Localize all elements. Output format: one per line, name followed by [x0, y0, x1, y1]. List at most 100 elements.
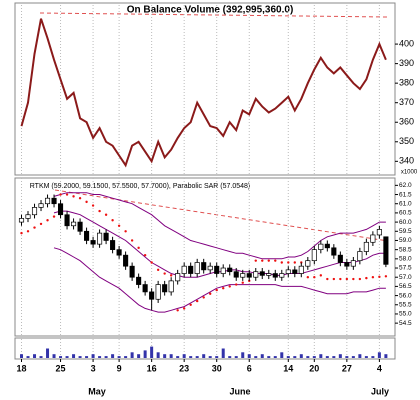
candle-body: [253, 271, 259, 278]
volume-bar: [273, 356, 277, 358]
sar-dot: [78, 197, 82, 200]
candle-body: [227, 267, 233, 273]
sar-dot: [20, 231, 23, 235]
sar-dot: [143, 253, 147, 257]
candle-body: [149, 291, 155, 300]
candle-body: [259, 271, 265, 276]
volume-bar: [247, 354, 251, 358]
candle-body: [266, 273, 272, 276]
volume-bar: [221, 348, 225, 358]
sar-dot: [287, 261, 290, 264]
candle-body: [220, 267, 226, 274]
candle-body: [370, 234, 376, 243]
candle-body: [311, 249, 317, 262]
month-label: June: [229, 386, 250, 396]
sar-dot: [33, 226, 36, 229]
sar-dot: [104, 213, 108, 216]
candle-body: [233, 271, 239, 278]
volume-bar: [312, 356, 316, 358]
candle-body: [38, 203, 44, 208]
sar-dot: [189, 303, 192, 306]
y-tick-label: 60.5: [399, 210, 412, 217]
candle-body: [57, 203, 64, 216]
candle-body: [110, 240, 116, 251]
sar-dot: [163, 272, 166, 275]
y-tick-label: 350: [399, 136, 414, 146]
sar-dot: [169, 274, 173, 277]
y-tick-label: 340: [399, 156, 414, 166]
volume-bar: [195, 356, 199, 358]
y-tick-label: 56.0: [399, 292, 412, 299]
candle-body: [285, 269, 291, 274]
y-tick-label: 55.0: [399, 311, 412, 318]
x-tick-label: 20: [309, 363, 319, 373]
volume-bar: [156, 352, 160, 358]
volume-bar: [319, 354, 323, 358]
volume-bar: [176, 356, 180, 358]
sar-dot: [365, 276, 368, 280]
y-tick-label: 360: [399, 117, 414, 127]
volume-bar: [111, 354, 115, 358]
volume-bar: [137, 354, 141, 358]
sar-dot: [306, 276, 310, 279]
volume-panel: [14, 337, 396, 360]
month-label: May: [88, 386, 106, 396]
volume-bar: [26, 356, 30, 358]
y-tick-label: 61.5: [399, 191, 412, 198]
sar-dot: [352, 277, 355, 281]
volume-bar: [234, 356, 238, 358]
sar-dot: [358, 277, 362, 281]
sar-dot: [254, 259, 257, 262]
candle-body: [201, 262, 207, 271]
candle-body: [318, 243, 324, 251]
x-tick-label: 6: [247, 363, 252, 373]
sar-dot: [345, 277, 349, 281]
candle-body: [344, 262, 350, 267]
sar-dot: [176, 309, 179, 312]
sar-dot: [130, 239, 134, 242]
volume-bar: [325, 356, 329, 358]
sar-dot: [235, 283, 238, 286]
sar-dot: [384, 275, 388, 278]
sar-dot: [209, 292, 212, 295]
obv-panel: [14, 2, 396, 176]
candle-body: [292, 269, 298, 274]
y-tick-label: 60.0: [399, 219, 412, 226]
volume-bar: [358, 354, 362, 358]
sar-dot: [59, 193, 62, 196]
band-upper: [53, 192, 386, 260]
candle-body: [214, 265, 220, 274]
volume-bar: [208, 356, 212, 358]
candle-body: [246, 273, 252, 278]
y-tick-label: 57.5: [399, 265, 412, 272]
candle-body: [181, 265, 187, 274]
sar-dot: [98, 209, 101, 213]
volume-bar: [280, 352, 284, 358]
sar-dot: [85, 200, 88, 204]
sar-dot: [26, 230, 30, 233]
candle-body: [383, 236, 389, 265]
volume-bar: [39, 356, 43, 358]
y-tick-label: 58.0: [399, 256, 412, 263]
candle-body: [175, 273, 181, 282]
volume-bar: [72, 354, 76, 358]
volume-bar: [384, 354, 388, 358]
sar-dot: [156, 268, 160, 272]
candle-body: [123, 254, 129, 267]
y-tick-label: 58.5: [399, 246, 412, 253]
volume-bar: [351, 356, 355, 358]
candle-body: [279, 273, 285, 278]
volume-bar: [202, 354, 206, 358]
y-tick-label: 370: [399, 97, 414, 107]
candle-body: [84, 230, 90, 241]
candle-body: [298, 265, 304, 274]
volume-bar: [254, 356, 258, 358]
candle-body: [272, 273, 278, 278]
obv-line: [20, 18, 387, 168]
volume-bar: [130, 352, 134, 358]
y-tick-label: 390: [399, 58, 414, 68]
sar-dot: [222, 287, 225, 290]
sar-dot: [326, 277, 329, 281]
candle-body: [363, 241, 369, 252]
sar-dot: [267, 259, 270, 262]
